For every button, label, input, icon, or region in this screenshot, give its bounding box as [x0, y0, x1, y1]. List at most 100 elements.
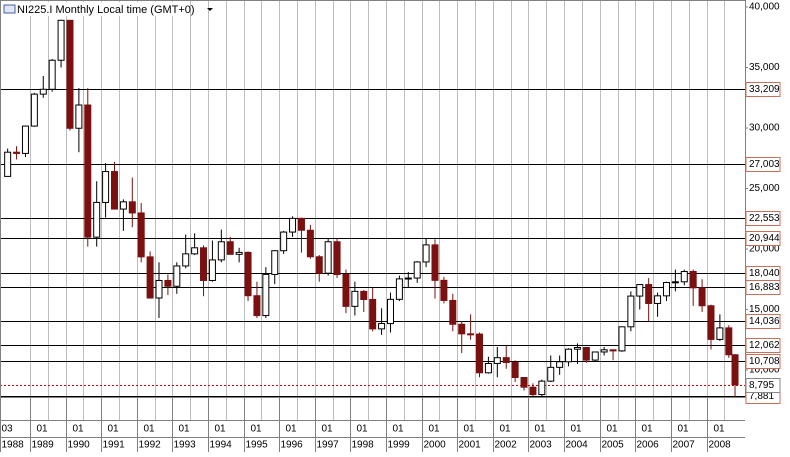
level-label-box — [745, 354, 781, 369]
header: NI225.I Monthly Local time (GMT+0) — [2, 2, 213, 16]
level-label-box — [745, 211, 781, 226]
candle-body — [609, 349, 617, 352]
candle-body — [244, 251, 252, 297]
x-tick-month-label: 01 — [215, 424, 227, 435]
x-tick-label: 2000 — [424, 440, 447, 451]
candle-body — [271, 250, 279, 275]
candle-body — [253, 295, 261, 317]
candle-body — [4, 151, 12, 177]
x-tick-month-label: 01 — [286, 424, 298, 435]
candle-body — [13, 151, 21, 154]
candle-body — [440, 279, 448, 301]
candle-body — [30, 93, 38, 127]
candle-body — [84, 104, 92, 238]
x-tick-month-label: 01 — [607, 424, 619, 435]
candle-body — [493, 357, 501, 364]
x-tick-label: 1993 — [174, 440, 197, 451]
level-label: 10,708 — [749, 356, 780, 367]
candle-body — [431, 244, 439, 281]
x-tick-month-label: 01 — [357, 424, 369, 435]
candle-body — [556, 361, 564, 368]
level-label: 33,209 — [749, 84, 780, 95]
candle-body — [671, 281, 679, 284]
x-tick-month-label: 01 — [500, 424, 512, 435]
y-tick-label: 30,000 — [749, 123, 780, 134]
candle-body — [484, 362, 492, 374]
level-label: 27,003 — [749, 159, 780, 170]
candle-body — [48, 59, 56, 90]
candle-body — [39, 88, 47, 95]
candle-body — [698, 287, 706, 307]
level-label: 14,036 — [749, 316, 780, 327]
x-tick-label: 1995 — [246, 440, 269, 451]
x-tick-month-label: 01 — [322, 424, 334, 435]
candle-body — [173, 265, 181, 287]
y-tick-label: 35,000 — [749, 62, 780, 73]
x-tick-month-label: 01 — [144, 424, 156, 435]
candle-body — [395, 278, 403, 300]
chart-title: NI225.I Monthly Local time (GMT+0) — [17, 4, 195, 16]
x-tick-label: 1992 — [139, 440, 162, 451]
candle-body — [110, 171, 118, 210]
candle-body — [662, 282, 670, 297]
candle-body — [573, 346, 581, 350]
level-label-box — [745, 231, 781, 246]
x-tick-label: 1998 — [352, 440, 375, 451]
level-label: 16,883 — [749, 282, 780, 293]
x-tick-month-label: 01 — [429, 424, 441, 435]
current-price-box — [745, 378, 781, 393]
x-tick-label: 2005 — [602, 440, 625, 451]
candle-body — [155, 279, 163, 299]
candle-body — [333, 241, 341, 276]
candle-body — [262, 273, 270, 317]
x-tick-label: 2008 — [709, 440, 732, 451]
level-label-box — [745, 157, 781, 172]
x-tick-label: 2007 — [673, 440, 696, 451]
level-label: 12,062 — [749, 340, 780, 351]
level-label: 22,553 — [749, 213, 780, 224]
candle-body — [582, 346, 590, 361]
candle-body — [707, 305, 715, 340]
dropdown-arrow[interactable] — [207, 8, 213, 11]
candle-body — [217, 241, 225, 261]
x-tick-label: 1999 — [388, 440, 411, 451]
x-tick-label: 1996 — [281, 440, 304, 451]
x-tick-label: 2002 — [495, 440, 518, 451]
candle-body — [164, 279, 172, 287]
candle-body — [297, 217, 305, 231]
y-tick-label: 20,000 — [749, 244, 780, 255]
x-tick-label: 1994 — [210, 440, 233, 451]
candle-body — [600, 349, 608, 353]
candle-body — [645, 284, 653, 304]
candles — [4, 19, 739, 397]
candle-body — [351, 290, 359, 307]
candle-body — [191, 247, 199, 255]
candle-body — [21, 125, 29, 154]
candle-body — [547, 366, 555, 382]
x-tick-label: 2006 — [637, 440, 660, 451]
candle-body — [360, 290, 368, 300]
x-tick-month-label: 01 — [464, 424, 476, 435]
candle-body — [200, 247, 208, 281]
candle-body — [422, 244, 430, 263]
candle-body — [324, 241, 332, 274]
candle-body — [128, 201, 136, 214]
candle-body — [520, 377, 528, 388]
chart-icon[interactable] — [3, 4, 16, 14]
candle-body — [119, 201, 127, 210]
candle-body — [458, 323, 466, 335]
candle-body — [66, 19, 74, 129]
level-label: 18,040 — [749, 268, 780, 279]
y-tick-label: 15,000 — [749, 304, 780, 315]
x-tick-month-label: 01 — [393, 424, 405, 435]
axis: 03 1988 01 1989 01 1990 01 1991 01 1992 01 1993 01 19… — [0, 2, 781, 452]
candle-body — [565, 348, 573, 363]
level-label-box — [745, 338, 781, 353]
candle-body — [680, 271, 688, 283]
y-tick-label: 40,000 — [749, 2, 780, 13]
candle-body — [280, 231, 288, 252]
candle-body — [386, 298, 394, 325]
candle-body — [413, 261, 421, 279]
x-tick-month-label: 01 — [714, 424, 726, 435]
